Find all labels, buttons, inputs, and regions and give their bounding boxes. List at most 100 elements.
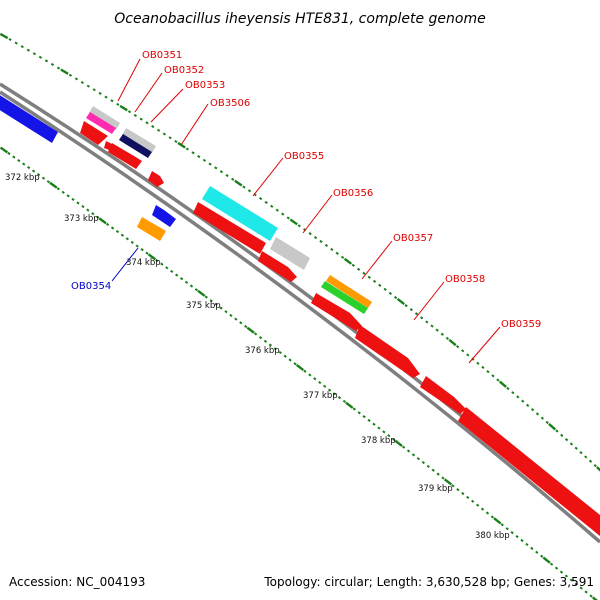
outer-minor-tick bbox=[98, 91, 102, 95]
inner-minor-tick bbox=[273, 347, 277, 351]
inner-minor-tick bbox=[525, 542, 529, 547]
outer-minor-tick bbox=[584, 455, 588, 459]
gene-label-OB0354[interactable]: OB0354 bbox=[71, 281, 111, 292]
outer-minor-tick bbox=[92, 88, 96, 92]
inner-minor-tick bbox=[406, 449, 411, 453]
inner-minor-tick bbox=[485, 511, 490, 515]
outer-minor-tick bbox=[574, 446, 578, 450]
inner-minor-tick bbox=[490, 515, 495, 519]
inner-minor-tick bbox=[7, 151, 11, 156]
gene-label-OB0358[interactable]: OB0358 bbox=[445, 274, 485, 285]
outer-minor-tick bbox=[156, 128, 161, 132]
gene-feature-small-red-2[interactable] bbox=[148, 171, 164, 187]
inner-minor-tick bbox=[579, 586, 583, 590]
inner-major-tick bbox=[295, 364, 305, 371]
gene-label-OB0355[interactable]: OB0355 bbox=[284, 151, 324, 162]
gene-feature-OB0351[interactable] bbox=[80, 121, 108, 145]
gene-feature-OB0359-b[interactable] bbox=[458, 407, 600, 536]
inner-minor-tick bbox=[17, 158, 21, 163]
inner-minor-tick bbox=[184, 280, 189, 284]
inner-minor-tick bbox=[91, 212, 95, 216]
inner-minor-tick bbox=[461, 491, 465, 496]
inner-minor-tick bbox=[135, 244, 139, 248]
gene-feature-OB0358[interactable] bbox=[355, 325, 420, 378]
gene-label-OB0353[interactable]: OB0353 bbox=[185, 80, 225, 91]
outer-minor-tick bbox=[367, 275, 371, 279]
inner-minor-tick bbox=[411, 453, 416, 457]
outer-minor-tick bbox=[324, 243, 329, 248]
gene-feature-grey-1[interactable] bbox=[89, 106, 120, 130]
inner-minor-tick bbox=[31, 169, 36, 173]
inner-minor-tick bbox=[61, 190, 65, 194]
gene-feature-OB0355[interactable] bbox=[193, 202, 266, 254]
gene-label-OB0351[interactable]: OB0351 bbox=[142, 50, 182, 61]
inner-minor-tick bbox=[569, 578, 573, 582]
inner-minor-tick bbox=[332, 392, 337, 396]
outer-minor-tick bbox=[14, 41, 18, 45]
inner-minor-tick bbox=[130, 240, 134, 244]
gene-feature-orange-2[interactable] bbox=[326, 275, 372, 308]
inner-minor-tick bbox=[471, 499, 475, 503]
gene-feature-orange-OB0354[interactable] bbox=[137, 217, 166, 241]
inner-minor-tick bbox=[441, 476, 445, 480]
outer-minor-tick bbox=[588, 459, 593, 463]
gene-feature-grey-2[interactable] bbox=[122, 128, 156, 153]
outer-minor-tick bbox=[476, 361, 480, 365]
gene-feature-cyan[interactable] bbox=[202, 186, 278, 241]
outer-minor-tick bbox=[38, 55, 43, 59]
tick-label-377: 377 kbp bbox=[303, 391, 338, 401]
gene-feature-green[interactable] bbox=[321, 281, 368, 314]
gene-feature-grey-3[interactable] bbox=[270, 237, 310, 270]
gene-label-OB0356[interactable]: OB0356 bbox=[333, 188, 373, 199]
inner-minor-tick bbox=[239, 321, 243, 325]
outer-minor-tick bbox=[521, 399, 525, 403]
outer-minor-tick bbox=[330, 247, 334, 251]
tick-label-380: 380 kbp bbox=[475, 531, 510, 541]
gene-feature-OB0357[interactable] bbox=[311, 293, 362, 331]
gene-feature-magenta[interactable] bbox=[86, 112, 116, 134]
gene-feature-OB0353[interactable] bbox=[108, 143, 142, 169]
gene-label-OB0357[interactable]: OB0357 bbox=[393, 233, 433, 244]
gene-feature-OB0356[interactable] bbox=[258, 251, 297, 282]
outer-minor-tick bbox=[214, 166, 218, 170]
outer-major-tick bbox=[548, 423, 557, 431]
gene-label-leaders bbox=[111, 58, 501, 364]
inner-minor-tick bbox=[224, 310, 228, 314]
inner-minor-tick bbox=[160, 262, 164, 266]
outer-tick-ring bbox=[0, 32, 600, 472]
gene-label-OB0359[interactable]: OB0359 bbox=[501, 319, 541, 330]
inner-minor-tick bbox=[110, 226, 115, 230]
outer-minor-tick bbox=[264, 200, 268, 204]
inner-minor-tick bbox=[278, 350, 282, 355]
gene-feature-blue-left[interactable] bbox=[0, 94, 58, 143]
inner-major-tick bbox=[246, 326, 255, 334]
inner-minor-tick bbox=[263, 339, 268, 343]
outer-minor-tick bbox=[511, 391, 515, 395]
outer-minor-tick bbox=[50, 62, 55, 66]
outer-minor-tick bbox=[486, 370, 490, 374]
inner-minor-tick bbox=[515, 534, 519, 539]
gene-feature-OB0359-a[interactable] bbox=[420, 376, 466, 414]
outer-minor-tick bbox=[526, 403, 530, 408]
inner-minor-tick bbox=[194, 288, 199, 292]
outer-minor-tick bbox=[68, 73, 73, 77]
inner-minor-tick bbox=[574, 582, 578, 586]
inner-minor-tick bbox=[318, 380, 322, 385]
inner-minor-tick bbox=[323, 384, 327, 388]
inner-minor-tick bbox=[554, 566, 559, 570]
gene-feature-navy[interactable] bbox=[119, 134, 152, 158]
inner-major-tick bbox=[493, 517, 502, 525]
inner-minor-tick bbox=[189, 284, 194, 288]
gene-label-OB3506[interactable]: OB3506 bbox=[210, 98, 250, 109]
outer-minor-tick bbox=[409, 308, 413, 312]
outer-minor-tick bbox=[414, 312, 419, 316]
inner-major-tick bbox=[98, 217, 107, 225]
outer-major-tick bbox=[343, 257, 353, 265]
gene-feature-blue-small[interactable] bbox=[152, 205, 176, 227]
gene-label-OB0352[interactable]: OB0352 bbox=[164, 65, 204, 76]
outer-minor-tick bbox=[151, 125, 155, 129]
inner-minor-tick bbox=[372, 422, 376, 426]
outer-minor-tick bbox=[162, 132, 167, 136]
inner-minor-tick bbox=[115, 230, 120, 234]
outer-minor-tick bbox=[197, 154, 201, 159]
